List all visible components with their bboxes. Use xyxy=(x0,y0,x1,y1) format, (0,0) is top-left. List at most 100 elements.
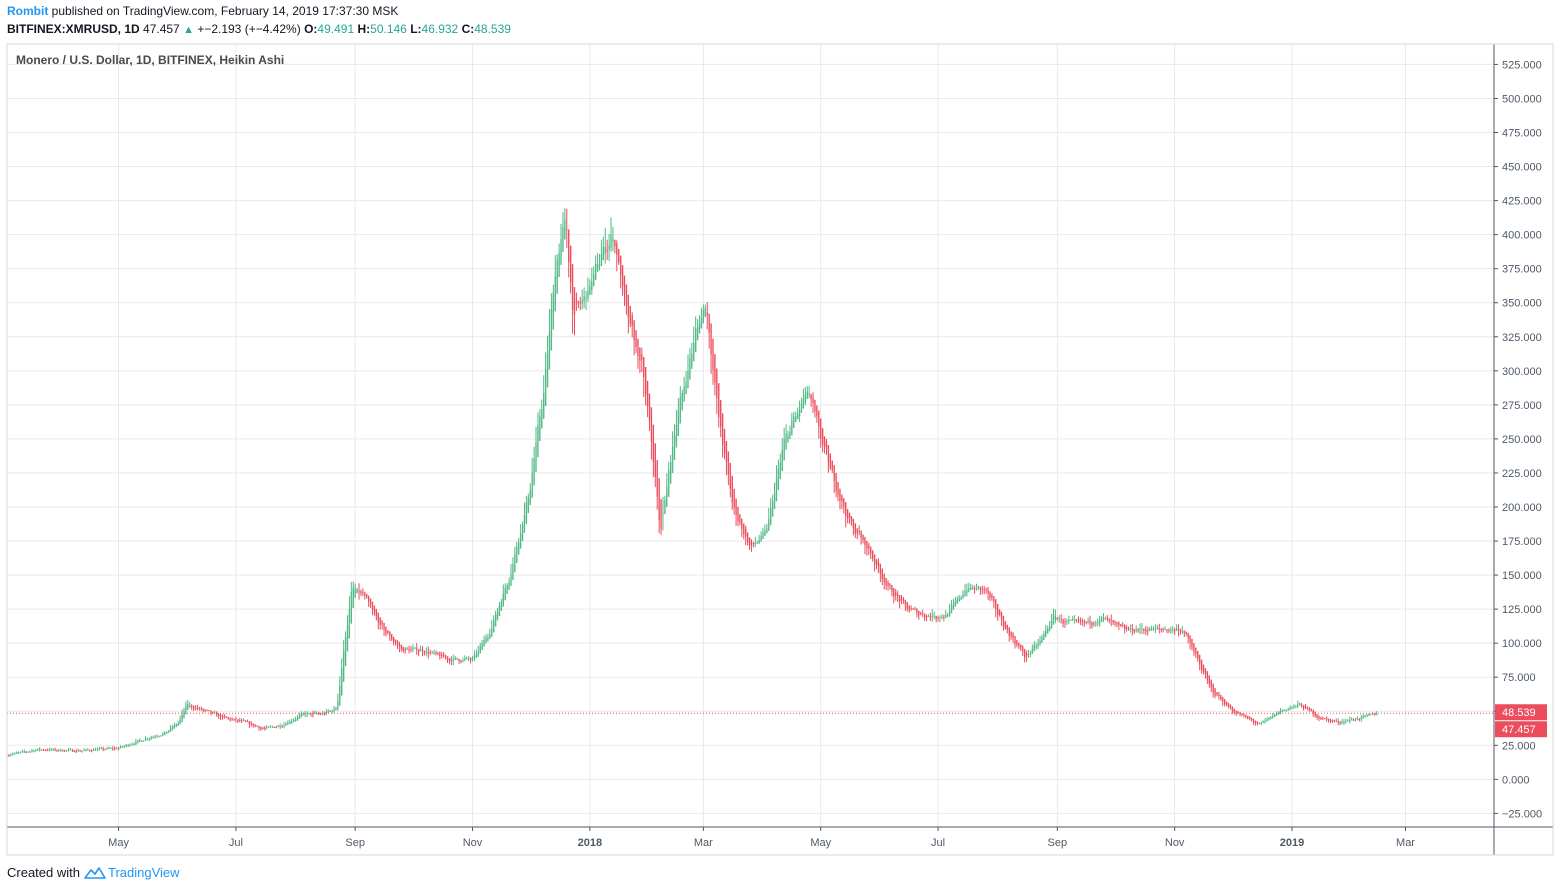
candle-body xyxy=(783,438,785,461)
candle-body xyxy=(64,750,66,752)
candle-body xyxy=(1068,620,1070,622)
candle-body xyxy=(216,712,218,715)
candle-body xyxy=(920,612,922,614)
candle-body xyxy=(1104,617,1107,619)
tradingview-brand[interactable]: TradingView xyxy=(107,865,180,880)
candle-body xyxy=(71,749,74,751)
candle-body xyxy=(900,598,903,601)
candle-body xyxy=(246,720,249,722)
candle-body xyxy=(367,595,370,602)
candle-body xyxy=(65,750,68,752)
candle-body xyxy=(239,720,241,722)
candle-body xyxy=(1247,715,1249,719)
candle-body xyxy=(435,652,437,654)
candle-body xyxy=(891,584,893,592)
candle-body xyxy=(927,615,930,617)
candle-body xyxy=(641,354,643,361)
candle-body xyxy=(623,275,626,294)
candle-body xyxy=(1141,628,1143,630)
candle-body xyxy=(764,530,766,536)
candle-body xyxy=(962,594,964,599)
candle-body xyxy=(1022,646,1024,652)
x-tick-label: May xyxy=(108,837,129,849)
candle-body xyxy=(14,753,16,755)
candle-body xyxy=(196,707,199,709)
candle-body xyxy=(1135,629,1137,631)
candle-body xyxy=(133,743,135,745)
candle-body xyxy=(537,424,539,458)
candle-body xyxy=(827,444,830,463)
candle-body xyxy=(1185,631,1187,634)
candle-body xyxy=(785,433,787,450)
candle-body xyxy=(177,723,179,726)
candle-body xyxy=(1000,612,1003,620)
candle-body xyxy=(329,710,331,712)
candle-body xyxy=(1018,642,1020,647)
candle-body xyxy=(569,245,572,283)
candle-body xyxy=(675,424,678,448)
candle-body xyxy=(1231,706,1234,712)
candle-body xyxy=(1237,712,1239,714)
candle-body xyxy=(802,398,805,409)
candle-body xyxy=(820,418,822,439)
candle-body xyxy=(110,748,112,750)
candle-body xyxy=(129,745,131,747)
y-tick-label: 175.000 xyxy=(1502,536,1542,548)
candle-body xyxy=(589,285,591,295)
candle-body xyxy=(1035,645,1037,648)
candle-body xyxy=(1272,715,1274,719)
candle-body xyxy=(731,475,733,503)
candle-body xyxy=(760,536,762,542)
candle-body xyxy=(852,519,855,528)
publisher-name[interactable]: Rombit xyxy=(7,4,49,18)
candle-body xyxy=(1270,717,1272,720)
candle-body xyxy=(941,616,943,618)
candle-body xyxy=(1091,621,1093,626)
candle-body xyxy=(1318,715,1320,719)
candle-body xyxy=(1102,617,1105,620)
candle-body xyxy=(369,598,372,605)
candle-body xyxy=(104,748,106,750)
candle-body xyxy=(260,727,262,729)
candle-body xyxy=(81,750,83,752)
candle-body xyxy=(591,281,593,291)
candle-body xyxy=(1250,717,1253,721)
candle-body xyxy=(1189,635,1191,643)
candle-body xyxy=(429,652,431,654)
candle-body xyxy=(194,707,197,709)
candle-body xyxy=(1262,721,1264,724)
candle-body xyxy=(818,410,820,427)
candle-body xyxy=(766,528,768,534)
candle-body xyxy=(773,493,776,510)
candle-body xyxy=(777,468,780,490)
candle-body xyxy=(494,614,497,627)
candle-body xyxy=(810,394,812,400)
candle-body xyxy=(1148,628,1151,631)
candle-body xyxy=(46,749,49,751)
candle-body xyxy=(87,749,89,751)
candle-body xyxy=(960,597,962,600)
candle-body xyxy=(21,751,24,753)
candle-body xyxy=(1183,630,1185,634)
candle-body xyxy=(1335,720,1337,722)
open-value: 49.491 xyxy=(317,22,355,36)
candle-body xyxy=(954,601,957,607)
candle-body xyxy=(187,703,189,711)
candle-body xyxy=(970,586,972,590)
candle-body xyxy=(1202,664,1205,672)
y-tick-label: 250.000 xyxy=(1502,434,1542,446)
y-tick-label: 525.000 xyxy=(1502,59,1542,71)
candle-body xyxy=(646,380,649,407)
candle-body xyxy=(741,518,743,529)
candle-body xyxy=(348,608,351,639)
candle-body xyxy=(1302,704,1305,709)
candle-body xyxy=(883,573,885,583)
candle-body xyxy=(1245,714,1247,717)
candle-body xyxy=(1275,713,1278,716)
candle-body xyxy=(1041,637,1043,643)
candle-body xyxy=(1106,618,1109,620)
candle-body xyxy=(52,749,54,751)
candle-body xyxy=(887,581,889,586)
candle-body xyxy=(464,658,466,661)
